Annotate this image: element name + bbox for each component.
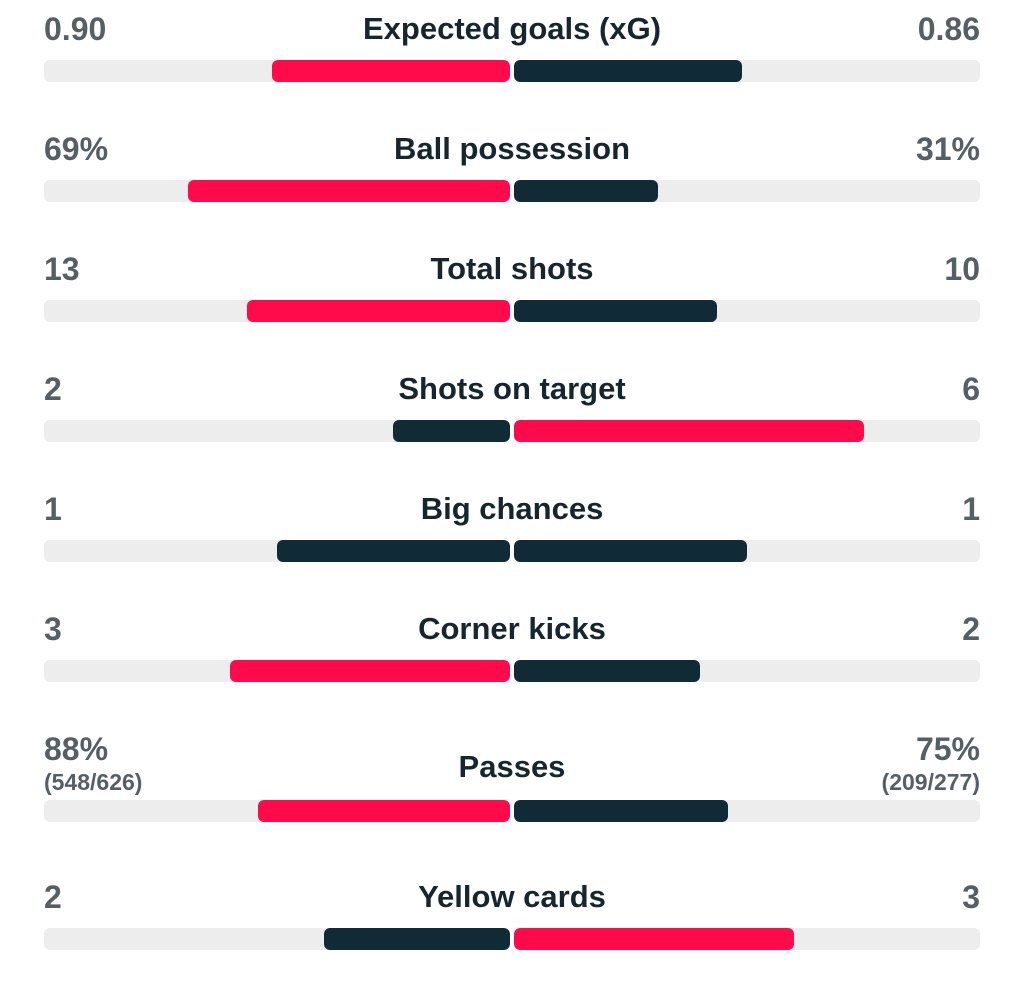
- home-bar-track: [44, 800, 510, 822]
- home-bar-fill: [272, 60, 510, 82]
- stat-label: Expected goals (xG): [362, 11, 662, 46]
- stat-row-big-chances: 1 Big chances 1: [44, 480, 980, 562]
- home-bar-fill: [324, 928, 510, 950]
- home-value: 1: [44, 491, 62, 527]
- stat-label: Big chances: [420, 491, 604, 526]
- home-bar-track: [44, 180, 510, 202]
- stat-row-total-shots: 13 Total shots 10: [44, 240, 980, 322]
- home-bar-fill: [188, 180, 510, 202]
- stat-row-yellow-cards: 2 Yellow cards 3: [44, 868, 980, 950]
- stat-label: Total shots: [430, 251, 594, 286]
- stat-row-passes: 88% (548/626) Passes 75% (209/277): [44, 720, 980, 822]
- away-value: 75% (209/277): [882, 730, 980, 796]
- home-value: 3: [44, 611, 62, 647]
- home-value: 69%: [44, 131, 109, 167]
- home-value: 2: [44, 879, 62, 915]
- home-value: 2: [44, 371, 62, 407]
- stat-row-shots-on-target: 2 Shots on target 6: [44, 360, 980, 442]
- away-value: 2: [962, 611, 980, 647]
- home-bar-track: [44, 300, 510, 322]
- away-value: 0.86: [917, 11, 980, 47]
- away-bar-track: [514, 180, 980, 202]
- stat-row-ball-possession: 69% Ball possession 31%: [44, 120, 980, 202]
- away-bar-fill: [514, 60, 742, 82]
- stat-label: Corner kicks: [418, 611, 606, 646]
- away-value: 1: [962, 491, 980, 527]
- away-bar-track: [514, 540, 980, 562]
- home-bar-fill: [258, 800, 510, 822]
- home-bar-track: [44, 660, 510, 682]
- home-bar-track: [44, 420, 510, 442]
- away-value: 3: [962, 879, 980, 915]
- home-value: 0.90: [44, 11, 107, 47]
- away-bar-fill: [514, 800, 728, 822]
- away-bar-fill: [514, 928, 794, 950]
- away-bar-track: [514, 420, 980, 442]
- home-bar-fill: [230, 660, 510, 682]
- home-bar-track: [44, 540, 510, 562]
- away-bar-track: [514, 660, 980, 682]
- home-value-detail: (548/626): [44, 769, 143, 795]
- home-value: 13: [44, 251, 80, 287]
- comparison-bar: [44, 420, 980, 442]
- away-value-detail: (209/277): [881, 769, 980, 795]
- comparison-bar: [44, 660, 980, 682]
- stat-label: Shots on target: [398, 371, 626, 406]
- away-bar-track: [514, 928, 980, 950]
- home-bar-fill: [393, 420, 510, 442]
- away-value-primary: 75%: [915, 731, 980, 767]
- away-bar-fill: [514, 420, 864, 442]
- comparison-bar: [44, 300, 980, 322]
- stat-row-corner-kicks: 3 Corner kicks 2: [44, 600, 980, 682]
- stat-row-expected-goals: 0.90 Expected goals (xG) 0.86: [44, 0, 980, 82]
- comparison-bar: [44, 180, 980, 202]
- away-bar-track: [514, 800, 980, 822]
- comparison-bar: [44, 540, 980, 562]
- home-bar-fill: [247, 300, 510, 322]
- away-value: 10: [944, 251, 980, 287]
- comparison-bar: [44, 60, 980, 82]
- stat-label: Passes: [458, 749, 566, 784]
- away-bar-fill: [514, 300, 717, 322]
- away-value: 6: [962, 371, 980, 407]
- home-value-primary: 88%: [44, 731, 109, 767]
- home-bar-track: [44, 928, 510, 950]
- stat-label: Yellow cards: [418, 879, 606, 914]
- home-value: 88% (548/626): [44, 730, 142, 796]
- away-bar-fill: [514, 660, 700, 682]
- away-bar-fill: [514, 180, 658, 202]
- away-bar-track: [514, 300, 980, 322]
- comparison-bar: [44, 928, 980, 950]
- away-bar-fill: [514, 540, 747, 562]
- stat-label: Ball possession: [393, 131, 631, 166]
- away-bar-track: [514, 60, 980, 82]
- home-bar-track: [44, 60, 510, 82]
- home-bar-fill: [277, 540, 510, 562]
- comparison-bar: [44, 800, 980, 822]
- away-value: 31%: [915, 131, 980, 167]
